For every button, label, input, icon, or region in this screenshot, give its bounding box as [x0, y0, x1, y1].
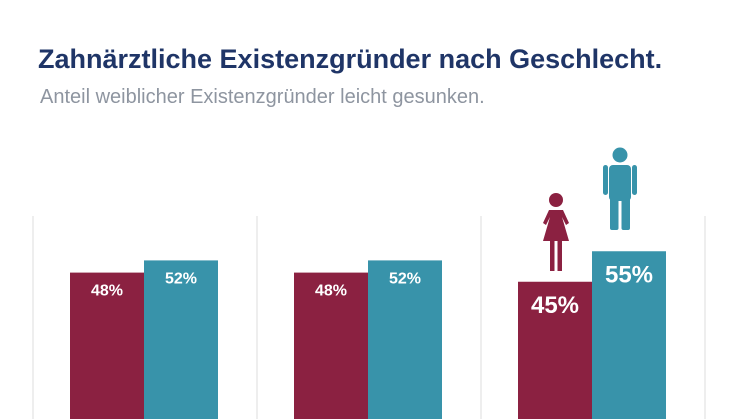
- chart-subtitle: Anteil weiblicher Existenzgründer leicht…: [40, 86, 485, 108]
- bar: [518, 281, 592, 419]
- bar: [70, 272, 144, 419]
- bar-data-label: 52%: [165, 270, 197, 287]
- bar-data-label: 55%: [605, 261, 653, 288]
- bar: [368, 260, 442, 419]
- bar: [144, 260, 218, 419]
- bar-data-label: 48%: [91, 283, 123, 300]
- bar: [294, 272, 368, 419]
- bar-data-label: 45%: [531, 292, 579, 319]
- male-person-icon: [603, 147, 637, 230]
- bar: [592, 251, 666, 419]
- chart-title: Zahnärztliche Existenzgründer nach Gesch…: [38, 44, 663, 74]
- bar-data-label: 52%: [389, 270, 421, 287]
- bar-data-label: 48%: [315, 283, 347, 300]
- female-person-icon: [543, 193, 569, 271]
